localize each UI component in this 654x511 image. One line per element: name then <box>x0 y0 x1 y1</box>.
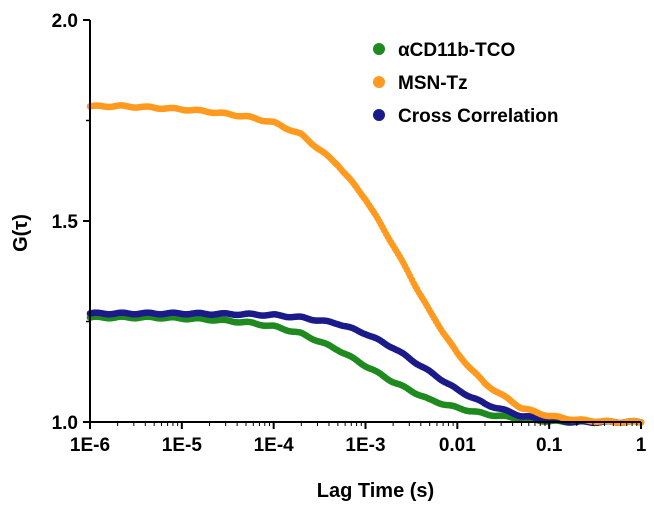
series-1 <box>86 102 645 427</box>
x-tick-label: 1E-6 <box>70 435 110 456</box>
y-axis-title: G(τ) <box>10 214 32 252</box>
x-tick-label: 1 <box>636 435 647 456</box>
y-tick-label: 1.0 <box>52 413 78 434</box>
y-tick-label: 1.5 <box>52 212 79 233</box>
legend-label: Cross Correlation <box>398 106 558 127</box>
plot-area <box>86 102 645 427</box>
legend-marker <box>373 43 385 55</box>
x-axis-title: Lag Time (s) <box>317 480 434 502</box>
x-tick-label: 0.1 <box>536 435 563 456</box>
legend-label: αCD11b-TCO <box>398 40 515 61</box>
y-tick-label: 2.0 <box>52 11 78 32</box>
series-2 <box>86 309 645 427</box>
series-0 <box>86 313 645 427</box>
legend: αCD11b-TCO MSN-Tz Cross Correlation <box>373 40 558 127</box>
legend-label: MSN-Tz <box>398 73 468 94</box>
x-tick-label: 0.01 <box>439 435 476 456</box>
x-tick-label: 1E-5 <box>162 435 203 456</box>
x-tick-label: 1E-3 <box>345 435 385 456</box>
legend-marker <box>373 76 385 88</box>
axes: 1.0 1.5 2.0 1E-6 1E-5 1E-4 1E-3 0.01 0.1 1 <box>52 11 647 456</box>
x-tick-label: 1E-4 <box>254 435 295 456</box>
legend-marker <box>373 109 385 121</box>
